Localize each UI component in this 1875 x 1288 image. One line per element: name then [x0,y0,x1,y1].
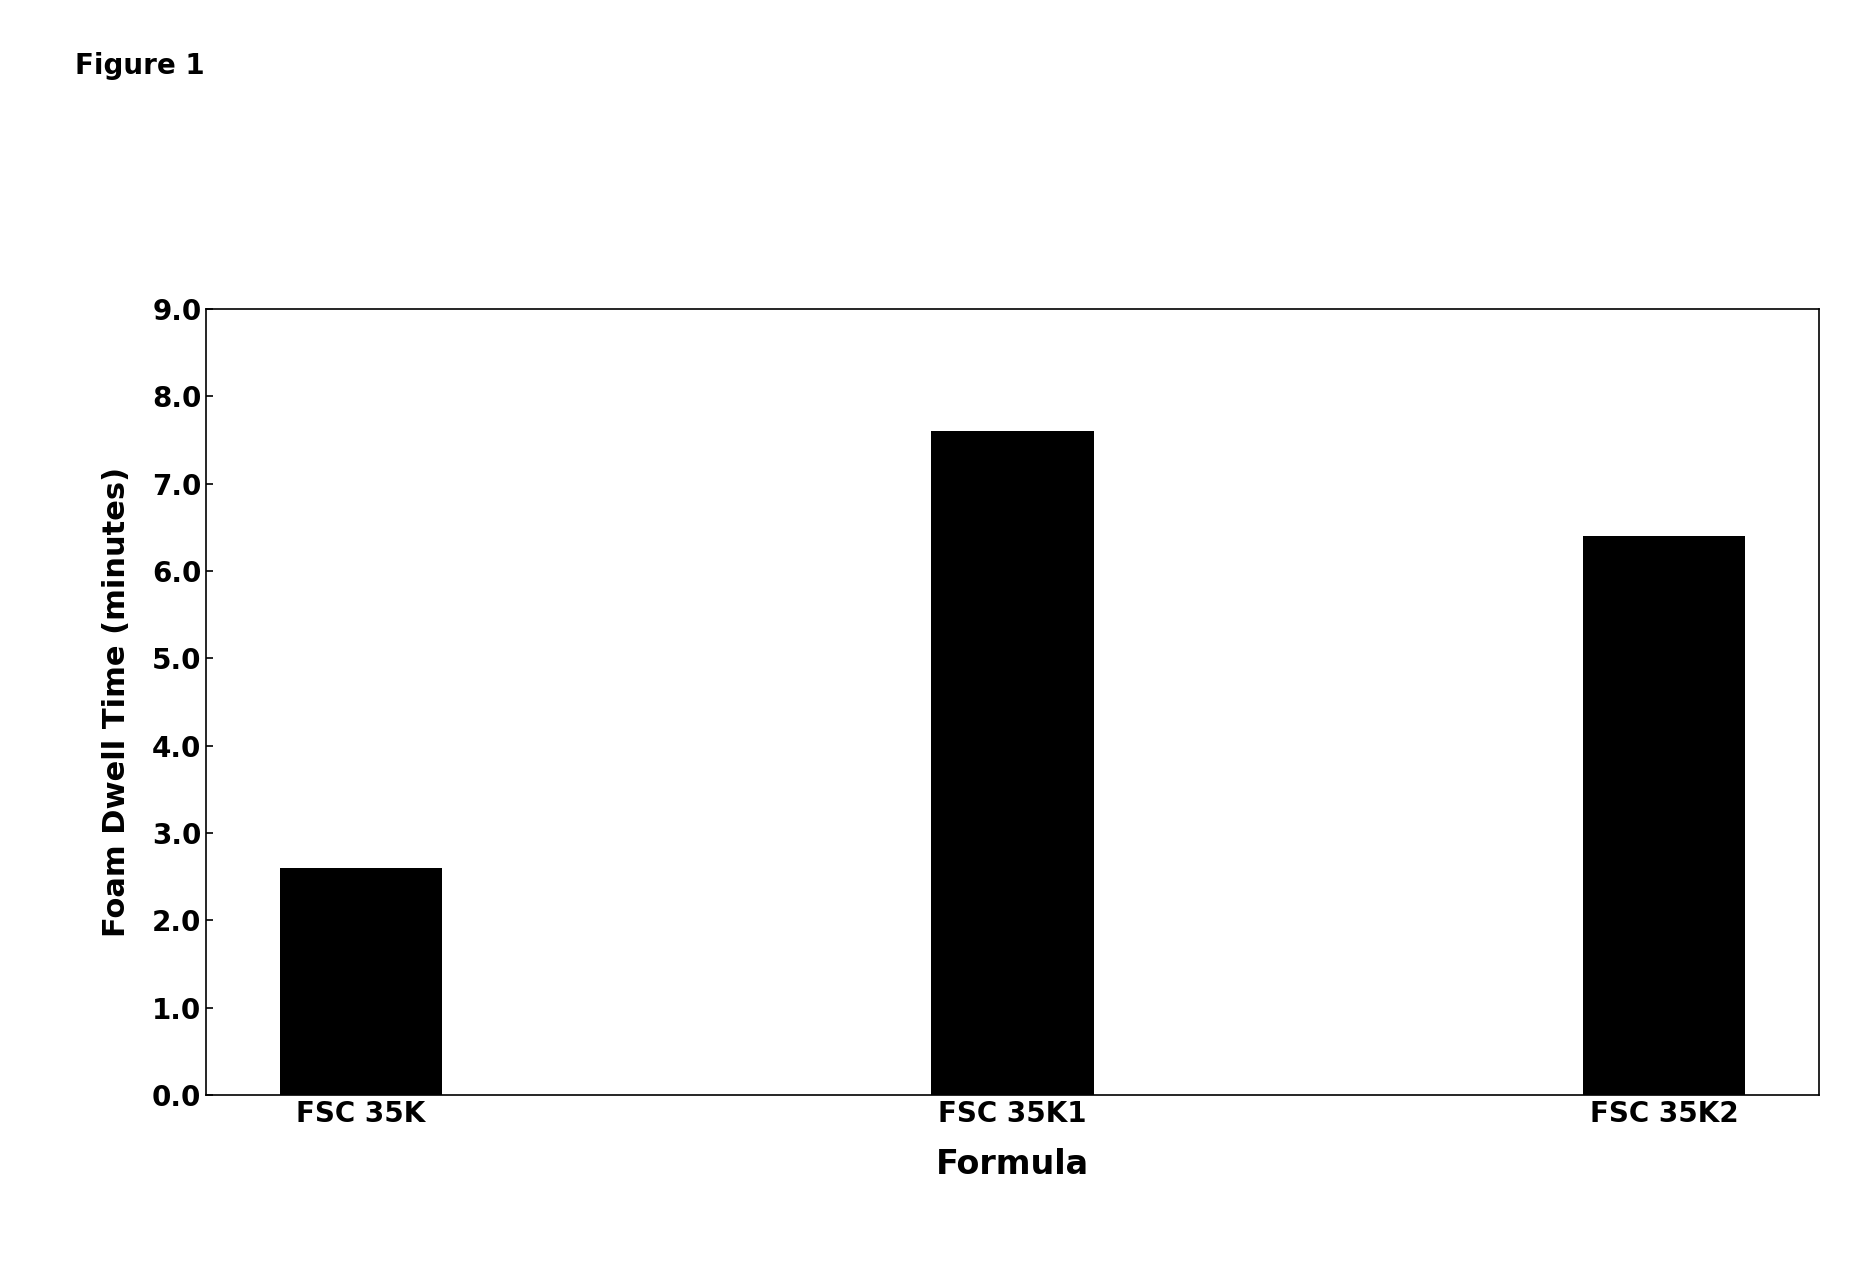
Bar [932,431,1093,1095]
Bar [279,868,442,1095]
X-axis label: Formula: Formula [936,1149,1089,1181]
Text: Figure 1: Figure 1 [75,52,204,80]
Bar [1582,536,1746,1095]
Y-axis label: Foam Dwell Time (minutes): Foam Dwell Time (minutes) [101,466,131,938]
